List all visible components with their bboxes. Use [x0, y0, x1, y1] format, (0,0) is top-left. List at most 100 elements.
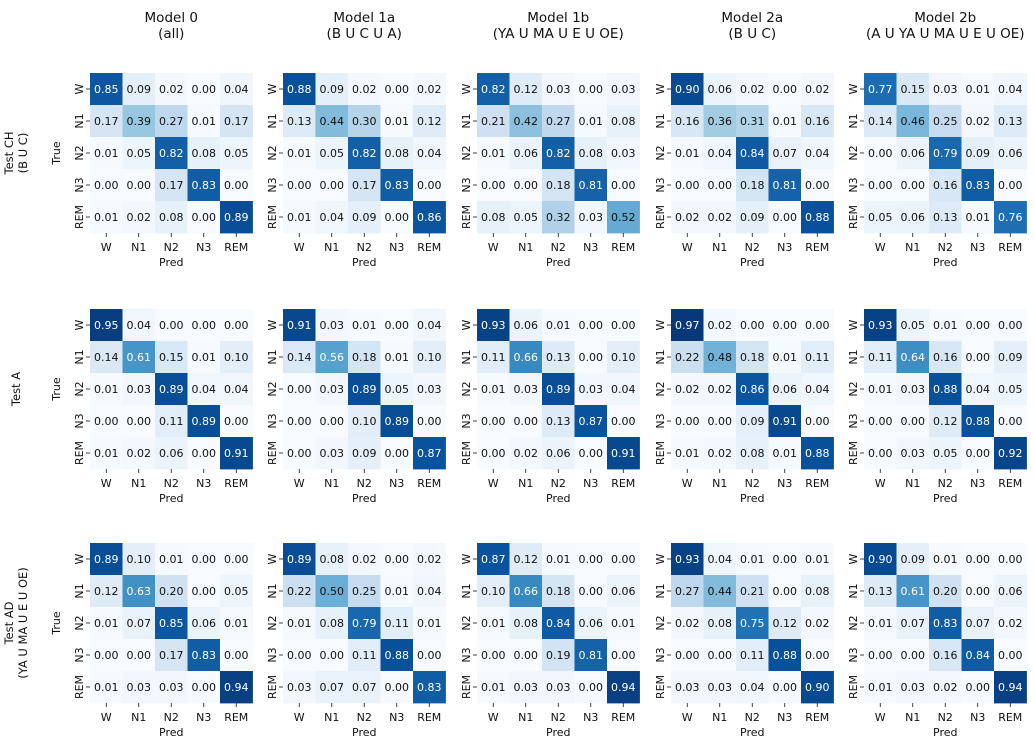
heatmap-cell [542, 169, 575, 202]
cell-value-label: 0.06 [901, 147, 926, 160]
heatmap-cell [155, 169, 188, 202]
y-tick-label: N2 [73, 381, 86, 396]
x-tick-label: N1 [712, 241, 727, 254]
heatmap-cell [768, 575, 802, 608]
cell-value-label: 0.89 [224, 211, 249, 224]
heatmap-cell [90, 405, 123, 438]
heatmap-cell [961, 671, 995, 704]
cell-value-label: 0.01 [740, 553, 765, 566]
cell-value-label: 0.01 [481, 147, 506, 160]
heatmap-cell [994, 341, 1027, 374]
cell-value-label: 0.03 [514, 383, 539, 396]
x-tick-label: W [875, 241, 886, 254]
heatmap-cell [348, 405, 381, 438]
heatmap-cell [801, 201, 834, 234]
heatmap-cell [122, 543, 156, 576]
heatmap-cell [380, 105, 414, 138]
cell-value-label: 0.03 [546, 681, 571, 694]
y-tick-label: W [847, 83, 860, 94]
x-tick-label: REM [998, 241, 1022, 254]
cell-value-label: 0.89 [352, 383, 377, 396]
x-tick-label: W [682, 711, 693, 724]
x-tick-label: REM [417, 477, 441, 490]
cell-value-label: 0.00 [159, 319, 184, 332]
cell-value-label: 0.02 [708, 211, 733, 224]
heatmap-cell [315, 73, 349, 106]
y-tick-label: N2 [460, 381, 473, 396]
cell-value-label: 0.00 [708, 649, 733, 662]
cell-value-label: 0.06 [901, 211, 926, 224]
y-tick-label: N2 [266, 145, 279, 160]
x-tick-label: N2 [551, 477, 566, 490]
cell-value-label: 0.85 [159, 617, 184, 630]
cell-value-label: 0.00 [998, 649, 1023, 662]
row-title: Test AD [2, 601, 16, 645]
heatmap-cell [768, 543, 802, 576]
cell-value-label: 0.00 [224, 649, 249, 662]
cell-value-label: 0.01 [94, 617, 119, 630]
cell-value-label: 0.02 [127, 447, 152, 460]
cell-value-label: 0.01 [546, 553, 571, 566]
y-tick-label: W [460, 83, 473, 94]
x-tick-label: W [488, 241, 499, 254]
heatmap-cell [961, 137, 995, 170]
y-tick-label: N3 [654, 177, 667, 192]
x-tick-label: REM [417, 711, 441, 724]
heatmap-cell [348, 73, 381, 106]
heatmap-cell [929, 437, 962, 470]
cell-value-label: 0.00 [579, 83, 604, 96]
cell-value-label: 0.00 [320, 649, 345, 662]
cell-value-label: 0.01 [385, 351, 410, 364]
heatmap-cell [574, 309, 608, 342]
cell-value-label: 0.01 [94, 383, 119, 396]
cell-value-label: 0.04 [127, 319, 152, 332]
heatmap-cell [574, 169, 608, 202]
heatmap-cell [315, 405, 349, 438]
cell-value-label: 0.12 [417, 115, 442, 128]
heatmap-cell [864, 639, 897, 672]
cell-value-label: 0.83 [192, 179, 217, 192]
heatmap-cell [896, 105, 930, 138]
x-axis-label: Pred [546, 726, 570, 739]
heatmap-cell [90, 341, 123, 374]
heatmap-cell [315, 201, 349, 234]
heatmap-cell [801, 105, 834, 138]
cell-value-label: 0.00 [773, 83, 798, 96]
cell-value-label: 0.03 [417, 383, 442, 396]
heatmap-cell [220, 437, 253, 470]
heatmap-cell [929, 543, 962, 576]
heatmap-cell [994, 671, 1027, 704]
cell-value-label: 0.01 [224, 617, 249, 630]
cell-value-label: 0.03 [611, 83, 636, 96]
heatmap-cell [961, 309, 995, 342]
heatmap-cell [607, 137, 640, 170]
heatmap-cell [122, 73, 156, 106]
heatmap-cell [961, 639, 995, 672]
cell-value-label: 0.00 [805, 319, 830, 332]
cell-value-label: 0.00 [805, 179, 830, 192]
heatmap-cell [736, 169, 769, 202]
heatmap-cell [994, 543, 1027, 576]
heatmap-cell [896, 607, 930, 640]
x-tick-label: N1 [905, 241, 920, 254]
cell-value-label: 0.05 [224, 147, 249, 160]
cell-value-label: 0.81 [579, 649, 604, 662]
heatmap-cell [671, 671, 704, 704]
heatmap-cell [768, 105, 802, 138]
cell-value-label: 0.00 [675, 415, 700, 428]
y-tick-label: N1 [847, 583, 860, 598]
column-subtitle: (all) [158, 26, 184, 42]
heatmap-cell [315, 105, 349, 138]
row-subtitle: (B U C) [16, 133, 30, 174]
heatmap-cell [348, 201, 381, 234]
cell-value-label: 0.01 [966, 211, 991, 224]
y-tick-label: N3 [73, 413, 86, 428]
heatmap-cell [994, 437, 1027, 470]
x-axis-label: Pred [933, 726, 957, 739]
cell-value-label: 0.00 [611, 415, 636, 428]
y-tick-label: REM [266, 205, 279, 229]
cell-value-label: 0.17 [159, 649, 184, 662]
heatmap-cell [413, 437, 446, 470]
cell-value-label: 0.04 [708, 147, 733, 160]
heatmap-cell [509, 671, 543, 704]
